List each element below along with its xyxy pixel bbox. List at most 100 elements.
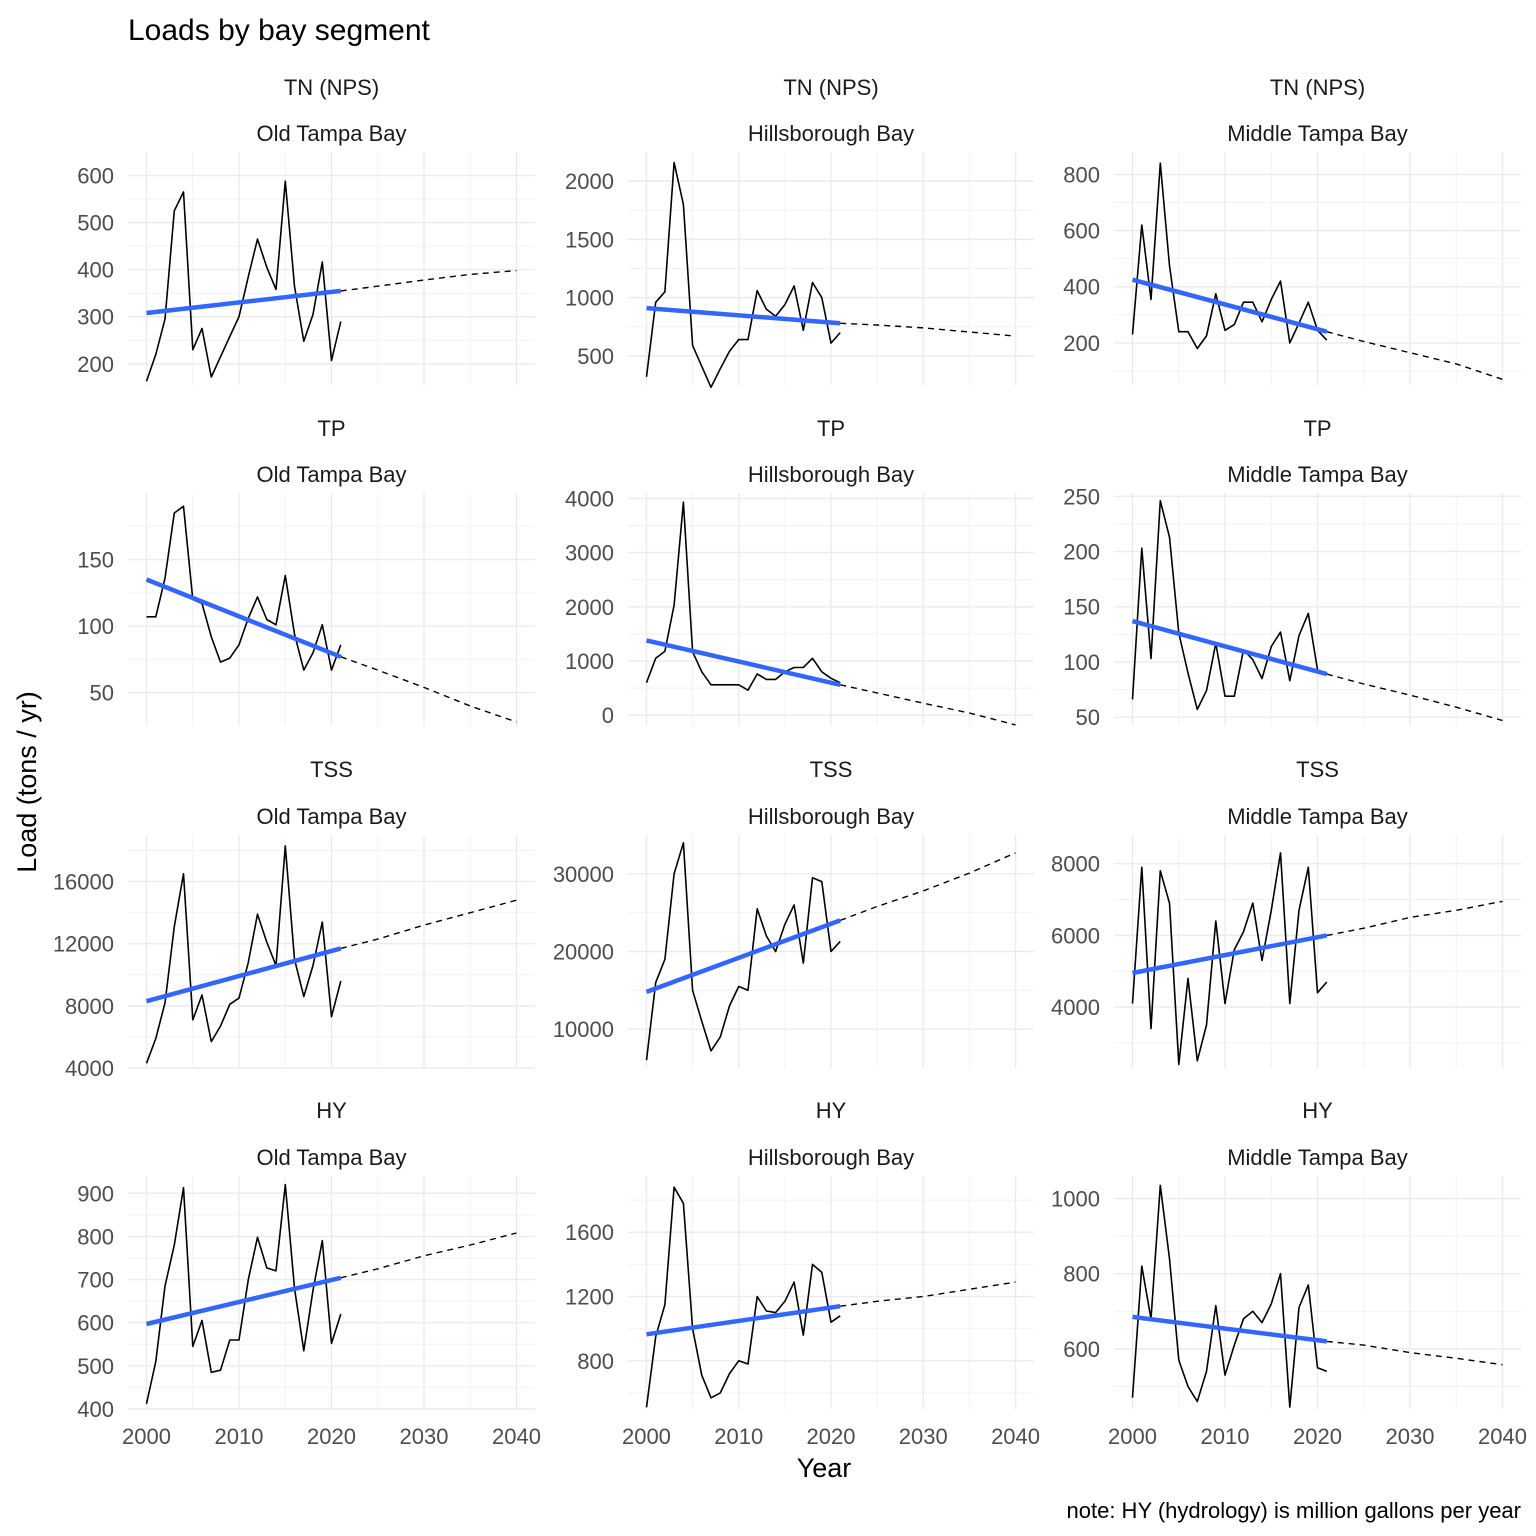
strip-param-label: TN (NPS) xyxy=(284,75,379,100)
trend-line xyxy=(1132,1314,1328,1344)
y-tick-label: 1600 xyxy=(565,1220,614,1245)
panel-1: TN (NPS) Hillsborough Bay 500 1000 1500 2000 xyxy=(565,75,1034,389)
y-tick-label: 0 xyxy=(602,703,614,728)
y-tick-label: 600 xyxy=(1063,1337,1100,1362)
y-tick-label: 4000 xyxy=(1051,995,1100,1020)
panel-2: TN (NPS) Middle Tampa Bay 200 400 600 800 xyxy=(1063,75,1521,385)
panel-10: HY Hillsborough Bay 800 1200 1600 2000 2010 202… xyxy=(565,1098,1040,1449)
y-tick-label: 300 xyxy=(77,305,114,330)
y-tick-label: 600 xyxy=(77,1311,114,1336)
strip-segment-label: Hillsborough Bay xyxy=(748,804,914,829)
y-tick-label: 8000 xyxy=(1051,852,1100,877)
y-tick-label: 200 xyxy=(1063,331,1100,356)
x-tick-label: 2020 xyxy=(807,1424,856,1449)
panel-4: TP Hillsborough Bay 0 1000 2000 3000 4000 xyxy=(565,416,1034,728)
y-tick-label: 20000 xyxy=(553,940,614,965)
trend-line xyxy=(1131,277,1328,334)
y-tick-label: 50 xyxy=(90,681,114,706)
y-tick-label: 2000 xyxy=(565,169,614,194)
trend-line xyxy=(146,288,342,316)
observed-series-line xyxy=(145,1183,342,1404)
observed-series-line xyxy=(1131,499,1328,711)
strip-segment-label: Old Tampa Bay xyxy=(256,462,406,487)
panel-11: HY Middle Tampa Bay 600 800 1000 2000 2010 2020… xyxy=(1051,1098,1527,1449)
chart-title: Loads by bay segment xyxy=(128,14,431,47)
projection-line xyxy=(1326,1340,1503,1366)
observed-series-line xyxy=(645,841,841,1061)
panel-6: TSS Old Tampa Bay 4000 8000 12000 16000 xyxy=(53,757,535,1081)
projection-line xyxy=(840,322,1016,337)
strip-segment-label: Hillsborough Bay xyxy=(748,121,914,146)
y-tick-label: 900 xyxy=(77,1181,114,1206)
y-tick-label: 6000 xyxy=(1051,923,1100,948)
strip-param-label: TSS xyxy=(310,757,353,782)
y-tick-label: 3000 xyxy=(565,541,614,566)
strip-param-label: HY xyxy=(316,1098,347,1123)
y-tick-label: 16000 xyxy=(53,870,114,895)
strip-param-label: TP xyxy=(317,416,345,441)
observed-series-line xyxy=(145,845,342,1064)
projection-line xyxy=(1326,900,1503,937)
x-tick-label: 2000 xyxy=(122,1424,171,1449)
panel-7: TSS Hillsborough Bay 10000 20000 30000 xyxy=(553,757,1034,1068)
trend-line xyxy=(645,918,841,995)
y-tick-label: 500 xyxy=(577,344,614,369)
y-tick-label: 200 xyxy=(1063,540,1100,565)
x-tick-label: 2040 xyxy=(991,1424,1040,1449)
x-tick-label: 2020 xyxy=(307,1424,356,1449)
y-tick-label: 250 xyxy=(1063,484,1100,509)
y-tick-label: 2000 xyxy=(565,595,614,620)
x-tick-label: 2010 xyxy=(1201,1424,1250,1449)
strip-param-label: HY xyxy=(816,1098,847,1123)
strip-segment-label: Old Tampa Bay xyxy=(256,1145,406,1170)
strip-param-label: TN (NPS) xyxy=(783,75,878,100)
trend-line xyxy=(645,638,841,687)
y-tick-label: 1000 xyxy=(565,286,614,311)
y-tick-label: 600 xyxy=(77,164,114,189)
y-tick-label: 12000 xyxy=(53,932,114,957)
y-tick-label: 800 xyxy=(577,1349,614,1374)
y-axis-title: Load (tons / yr) xyxy=(12,691,42,873)
trend-line xyxy=(145,1275,342,1327)
trend-line xyxy=(646,1303,841,1337)
observed-series-line xyxy=(645,161,841,389)
y-tick-label: 500 xyxy=(77,1354,114,1379)
strip-param-label: TN (NPS) xyxy=(1270,75,1365,100)
strip-segment-label: Hillsborough Bay xyxy=(748,462,914,487)
panel-3: TP Old Tampa Bay 50 100 150 xyxy=(77,416,535,726)
x-tick-label: 2030 xyxy=(1386,1424,1435,1449)
projection-line xyxy=(1326,331,1503,381)
x-tick-label: 2000 xyxy=(1108,1424,1157,1449)
y-tick-label: 100 xyxy=(77,614,114,639)
strip-segment-label: Middle Tampa Bay xyxy=(1227,1145,1408,1170)
y-tick-label: 400 xyxy=(1063,275,1100,300)
y-tick-label: 8000 xyxy=(65,994,114,1019)
y-tick-label: 700 xyxy=(77,1268,114,1293)
trend-line xyxy=(145,946,342,1004)
projection-line xyxy=(1326,673,1503,722)
strip-param-label: TSS xyxy=(810,757,853,782)
projection-line xyxy=(340,1232,517,1279)
strip-segment-label: Middle Tampa Bay xyxy=(1227,462,1408,487)
x-tick-label: 2010 xyxy=(714,1424,763,1449)
observed-series-line xyxy=(645,1186,841,1408)
projection-line xyxy=(340,899,517,950)
panel-9: HY Old Tampa Bay 400 500 600 700 800 900 2000 201… xyxy=(77,1098,541,1449)
observed-series-line xyxy=(145,180,342,382)
observed-series-line xyxy=(146,505,342,671)
projection-line xyxy=(839,852,1016,922)
projection-line xyxy=(340,269,517,292)
panel-8: TSS Middle Tampa Bay 4000 6000 8000 xyxy=(1051,757,1521,1068)
y-tick-label: 400 xyxy=(77,1397,114,1422)
y-tick-label: 500 xyxy=(77,211,114,236)
y-tick-label: 800 xyxy=(1063,162,1100,187)
trend-line xyxy=(1131,618,1328,677)
x-axis-title: Year xyxy=(797,1453,852,1483)
strip-param-label: TSS xyxy=(1296,757,1339,782)
panel-5: TP Middle Tampa Bay 50 100 150 200 250 xyxy=(1063,416,1521,730)
projection-line xyxy=(840,1281,1016,1307)
y-tick-label: 1200 xyxy=(565,1285,614,1310)
observed-series-line xyxy=(1131,1184,1328,1408)
x-tick-label: 2000 xyxy=(622,1424,671,1449)
